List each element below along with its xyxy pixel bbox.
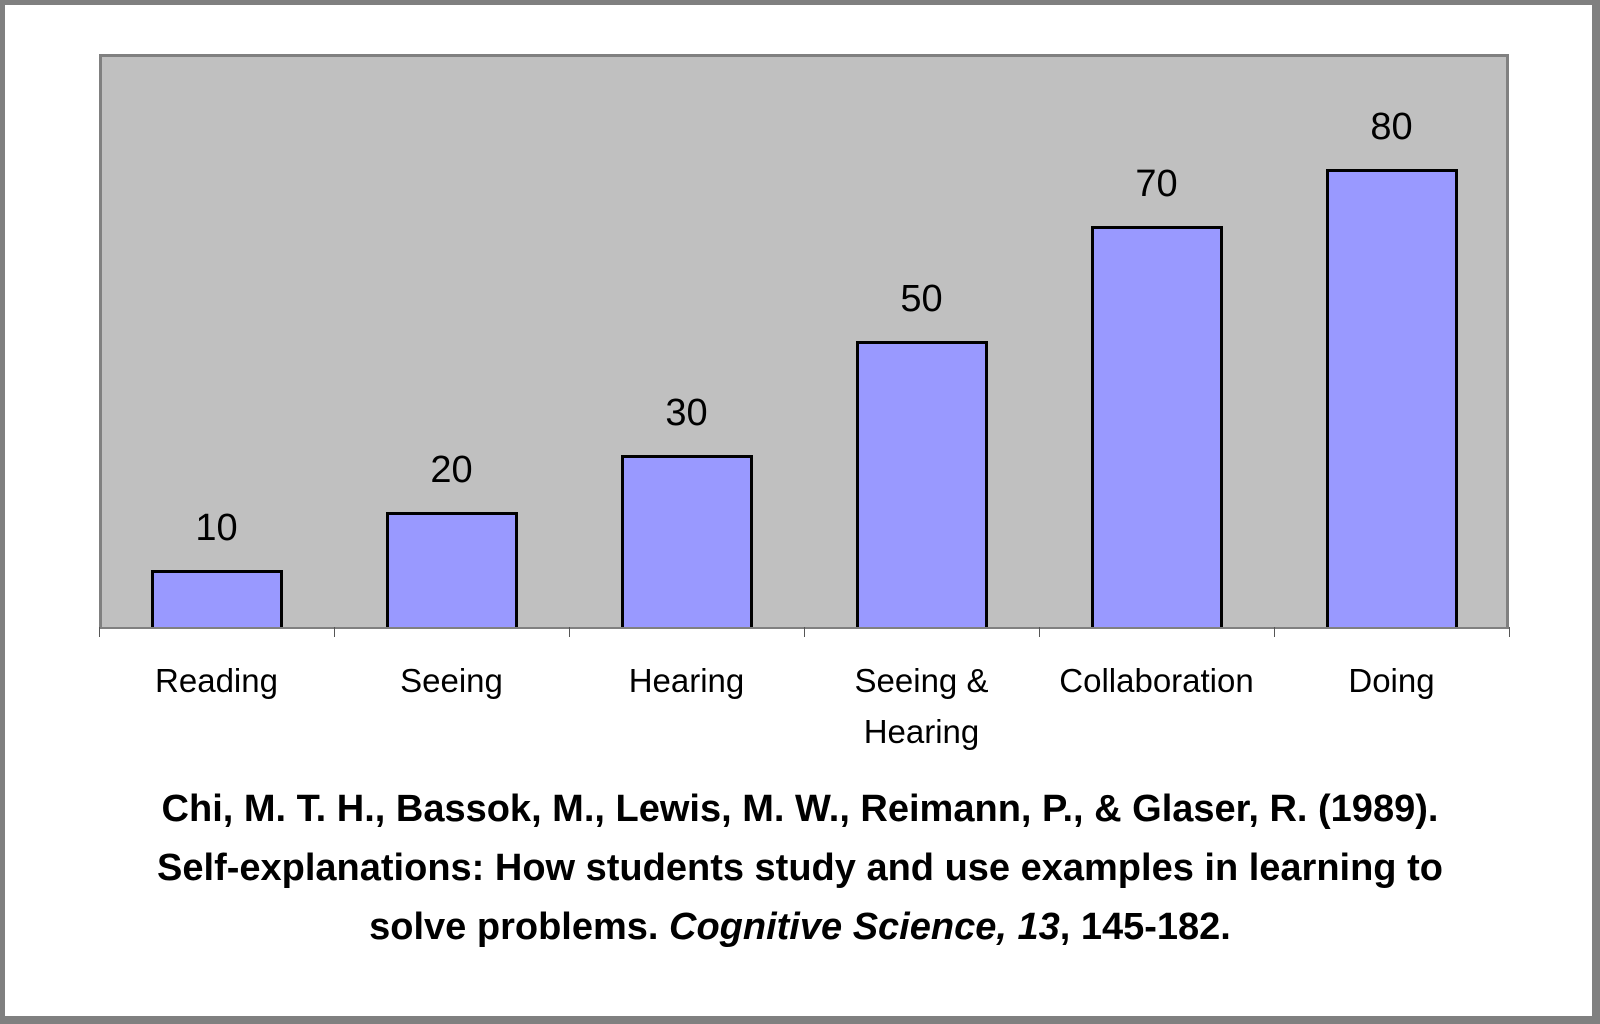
category-label: Reading bbox=[155, 662, 278, 699]
citation-line-1: Chi, M. T. H., Bassok, M., Lewis, M. W.,… bbox=[161, 788, 1439, 830]
data-label: 70 bbox=[1135, 162, 1178, 205]
bar-hearing bbox=[620, 455, 753, 627]
citation-journal: Cognitive Science, 13 bbox=[669, 906, 1060, 948]
x-axis-tick bbox=[99, 627, 100, 637]
bar-collaboration bbox=[1090, 225, 1223, 627]
x-axis-tick bbox=[569, 627, 570, 637]
x-axis-tick bbox=[804, 627, 805, 637]
data-label: 80 bbox=[1370, 105, 1413, 148]
category-label: Hearing bbox=[628, 662, 745, 699]
x-axis-tick bbox=[1274, 627, 1275, 637]
category-label: Seeing bbox=[400, 662, 503, 699]
category-label: Collaboration bbox=[1059, 662, 1254, 699]
data-label: 10 bbox=[195, 506, 238, 549]
citation-line-3: solve problems. Cognitive Science, 13, 1… bbox=[60, 898, 1540, 957]
citation-text: solve problems. bbox=[369, 906, 670, 948]
plot-area bbox=[99, 54, 1509, 627]
citation: Chi, M. T. H., Bassok, M., Lewis, M. W.,… bbox=[60, 780, 1540, 957]
category-label: Doing bbox=[1348, 662, 1435, 699]
x-axis-tick bbox=[1509, 627, 1510, 637]
bar-reading bbox=[150, 569, 283, 627]
x-axis-tick bbox=[334, 627, 335, 637]
data-label: 30 bbox=[665, 392, 708, 435]
citation-line-2: Self-explanations: How students study an… bbox=[157, 847, 1443, 889]
bar-doing bbox=[1325, 168, 1458, 627]
data-label: 20 bbox=[430, 449, 473, 492]
bar-seeing-hearing bbox=[855, 340, 988, 627]
category-label: Seeing & Hearing bbox=[854, 662, 989, 750]
bar-seeing bbox=[385, 512, 518, 627]
x-axis-tick bbox=[1039, 627, 1040, 637]
citation-pages: , 145-182. bbox=[1059, 906, 1231, 948]
data-label: 50 bbox=[900, 277, 943, 320]
